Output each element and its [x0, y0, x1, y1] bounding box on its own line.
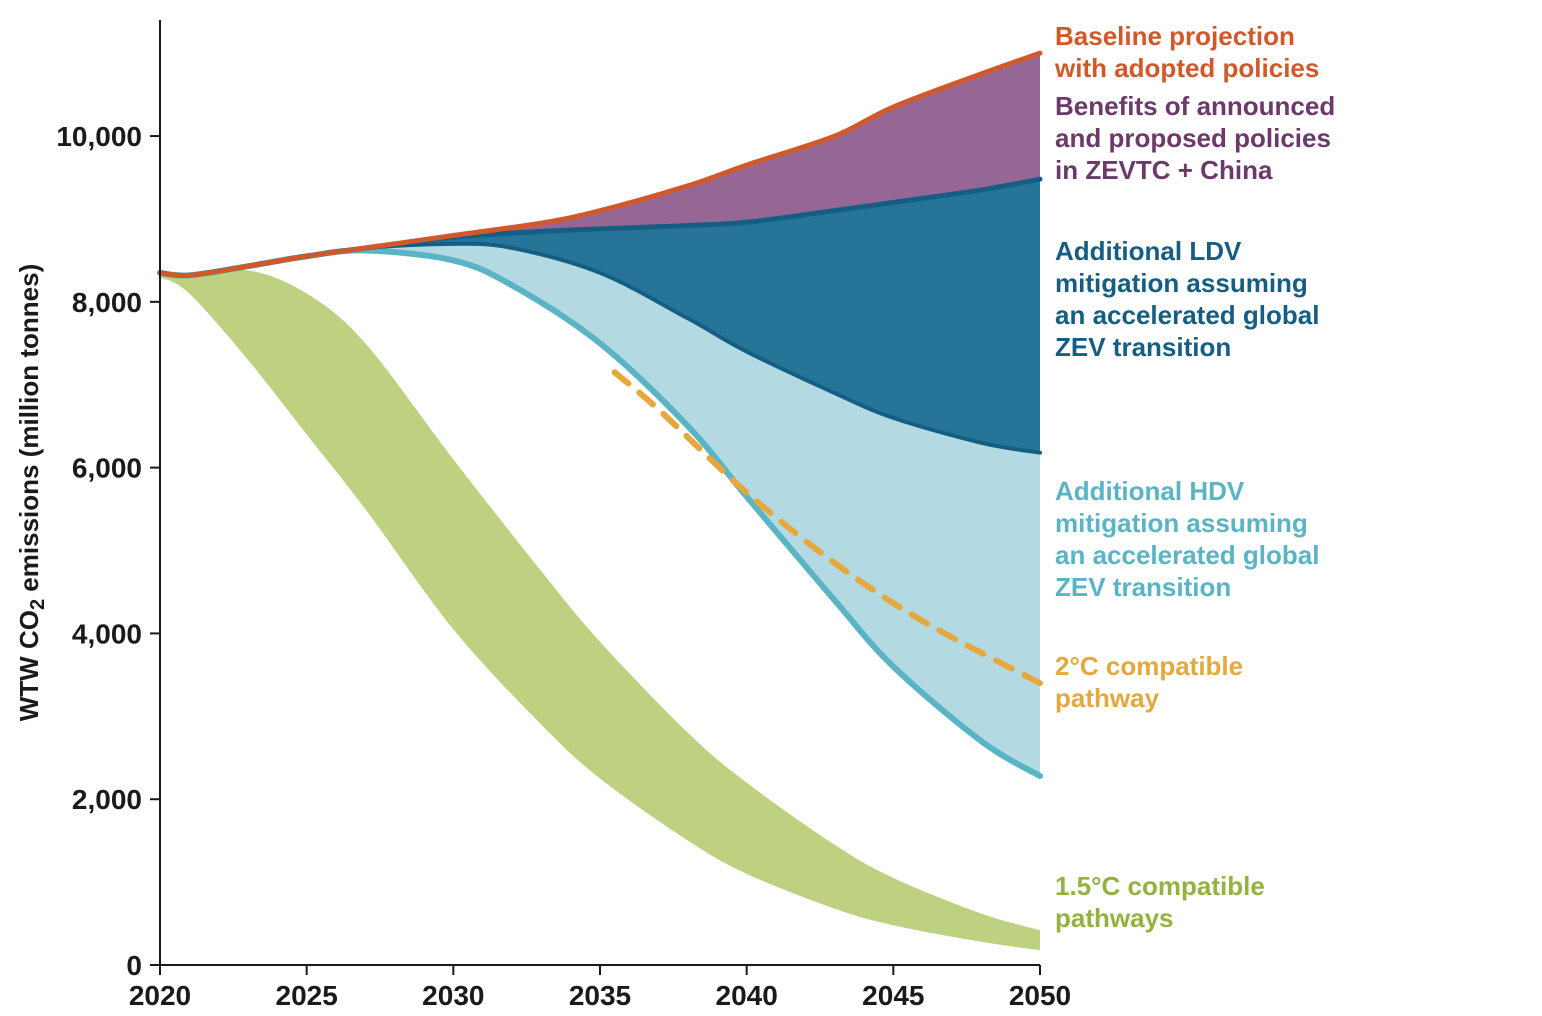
emissions-chart: 0 2,000 4,000 6,000 8,000 10,000 2020 2025 2030 2…	[0, 0, 1542, 1016]
legend-label-line: Additional HDV	[1055, 476, 1245, 506]
legend-announced: Benefits of announcedand proposed polici…	[1055, 91, 1335, 185]
y-tick-label: 0	[126, 950, 142, 981]
legend-label-line: mitigation assuming	[1055, 268, 1308, 298]
legend-label-line: ZEV transition	[1055, 332, 1231, 362]
legend-label-line: 1.5°C compatible	[1055, 871, 1265, 901]
legend-label-line: in ZEVTC + China	[1055, 155, 1273, 185]
y-tick-label: 4,000	[72, 618, 142, 649]
legend-baseline: Baseline projectionwith adopted policies	[1054, 21, 1319, 83]
legend-label-line: pathway	[1055, 683, 1160, 713]
x-tick-label: 2050	[1009, 980, 1071, 1011]
x-tick-label: 2045	[862, 980, 924, 1011]
legend-label-line: an accelerated global	[1055, 540, 1319, 570]
legend-label-line: an accelerated global	[1055, 300, 1319, 330]
legend-label-line: pathways	[1055, 903, 1174, 933]
y-tick-label: 8,000	[72, 287, 142, 318]
x-tick-label: 2040	[716, 980, 778, 1011]
legend-label-line: 2°C compatible	[1055, 651, 1243, 681]
legend-ldv: Additional LDVmitigation assumingan acce…	[1055, 236, 1319, 362]
legend-hdv: Additional HDVmitigation assumingan acce…	[1055, 476, 1319, 602]
legend-label-line: Baseline projection	[1055, 21, 1295, 51]
legend-label-line: mitigation assuming	[1055, 508, 1308, 538]
legend-label-line: Additional LDV	[1055, 236, 1242, 266]
chart-svg: 0 2,000 4,000 6,000 8,000 10,000 2020 2025 2030 2…	[0, 0, 1542, 1016]
x-tick-label: 2035	[569, 980, 631, 1011]
legend-label-line: Benefits of announced	[1055, 91, 1335, 121]
y-tick-label: 10,000	[56, 121, 142, 152]
y-tick-label: 6,000	[72, 453, 142, 484]
legend-label-line: with adopted policies	[1054, 53, 1319, 83]
x-tick-label: 2020	[129, 980, 191, 1011]
y-axis-label: WTW CO2 emissions (million tonnes)	[14, 264, 49, 721]
legend-2c: 2°C compatiblepathway	[1055, 651, 1243, 713]
x-tick-label: 2025	[276, 980, 338, 1011]
y-tick-label: 2,000	[72, 784, 142, 815]
x-tick-label: 2030	[422, 980, 484, 1011]
legend-label-line: ZEV transition	[1055, 572, 1231, 602]
legend-label-line: and proposed policies	[1055, 123, 1331, 153]
legend-1p5c: 1.5°C compatiblepathways	[1055, 871, 1265, 933]
